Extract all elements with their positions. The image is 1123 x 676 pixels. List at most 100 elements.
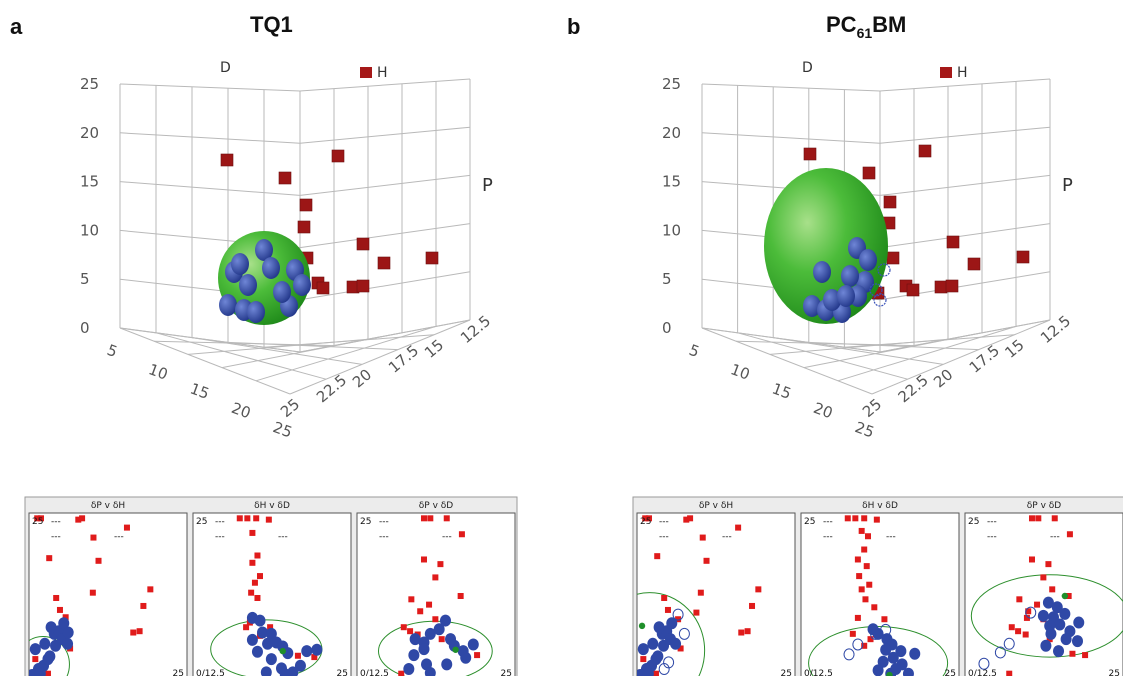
bad-solvent-cube [297,220,311,234]
legend-dash: --- [51,517,61,527]
bad-solvent-point [861,546,868,553]
bad-solvent-cube [331,149,345,163]
bad-solvent-point [253,515,260,522]
open-solvent-point [672,608,684,621]
good-solvent-point [1051,601,1063,614]
good-solvent-point [62,626,74,639]
tick-diag: 17.5 [385,341,422,376]
legend-dash: --- [886,532,896,542]
projection-title: δH v δD [254,501,290,511]
bad-solvent-point [664,606,671,613]
projection-top-label: 25 [196,517,207,527]
tick-diag: 22.5 [313,371,350,406]
axis-label-D: D [802,60,813,76]
open-solvent-point [1003,637,1015,650]
tick-depth: 5 [687,341,702,361]
good-solvent-point [890,663,902,676]
sphere-center-point [886,671,893,676]
bad-solvent-cube [377,256,391,270]
panel-b-title: PC61BM [826,12,906,41]
tick-diag: 20 [930,365,956,391]
good-solvent-point [1053,645,1065,658]
tick-diag: 15 [1001,336,1027,362]
bad-solvent-point [408,596,415,603]
grid-line [227,341,399,351]
projection-bottom-left-label: 0/12.5 [968,669,997,676]
axis-label-H: H [957,65,968,81]
bad-solvent-point [32,656,39,663]
good-solvent-point [251,645,263,658]
open-solvent-point [852,638,864,651]
legend-marker-H [360,67,372,78]
good-solvent-ball [837,285,855,307]
projection-plot-area [800,512,960,676]
bad-solvent-cube [918,144,932,158]
sphere-projection-circle [637,592,706,676]
good-solvent-ball [813,261,831,283]
sphere-center-point [1061,592,1069,600]
bad-solvent-point [1028,556,1035,563]
bad-solvent-point [866,581,873,588]
good-solvent-ball [239,274,257,296]
bad-solvent-point [89,589,96,596]
sphere-projection-circle [29,636,70,676]
bad-solvent-point [254,552,261,559]
bad-solvent-point [687,515,694,522]
good-solvent-point [301,645,313,658]
bad-solvent-point [854,556,861,563]
tick-depth: 25 [271,418,295,441]
good-solvent-ball [247,301,265,323]
good-solvent-ball [841,265,859,287]
good-solvent-ball [231,253,249,275]
good-solvent-ball [293,274,311,296]
tick-depth: 20 [811,399,835,422]
projection-plot-area [356,512,516,676]
bad-solvent-point [1045,561,1052,568]
grid-line [299,223,471,249]
legend-dash: --- [659,517,669,527]
bad-solvent-point [1025,608,1032,615]
projection-top-label: 25 [804,517,815,527]
bad-solvent-cube [883,195,897,209]
grid-line [221,332,403,369]
tick-vertical: 5 [80,270,90,288]
projection-title: δP v δH [91,501,125,511]
bad-solvent-point [699,534,706,541]
good-solvent-point [880,643,892,656]
bad-solvent-point [44,670,51,676]
good-solvent-point [439,614,451,627]
good-solvent-point [895,645,907,658]
bad-solvent-point [1016,596,1023,603]
grid-line [187,338,369,355]
good-solvent-point [872,664,884,676]
projection-top-label: 25 [640,517,651,527]
grid-line [299,174,471,196]
bad-solvent-point [1069,650,1076,657]
good-solvent-point [652,650,664,663]
axis-label-D: D [220,60,231,76]
legend-dash: --- [987,517,997,527]
tick-vertical: 5 [662,270,672,288]
projection-title: δP v δD [1027,501,1061,511]
bad-solvent-point [1051,515,1058,522]
projection-title: δP v δD [419,501,453,511]
projection-pane: δP v δD --- --- --- 25 0/12.5 25 [356,501,516,676]
open-solvent-point [870,627,882,640]
tick-vertical: 0 [662,319,672,337]
bad-solvent-point [1049,586,1056,593]
bad-solvent-point [858,527,865,534]
good-solvent-point [653,621,665,634]
bad-solvent-point [652,670,659,676]
tick-vertical: 20 [662,124,681,142]
bad-solvent-point [294,652,301,659]
grid-line [119,132,301,144]
good-solvent-point [647,637,659,650]
good-solvent-ball [823,289,841,311]
bad-solvent-point [871,604,878,611]
good-solvent-point [637,643,649,656]
bad-solvent-point [140,602,147,609]
good-solvent-point [642,667,654,676]
bad-solvent-point [863,563,870,570]
